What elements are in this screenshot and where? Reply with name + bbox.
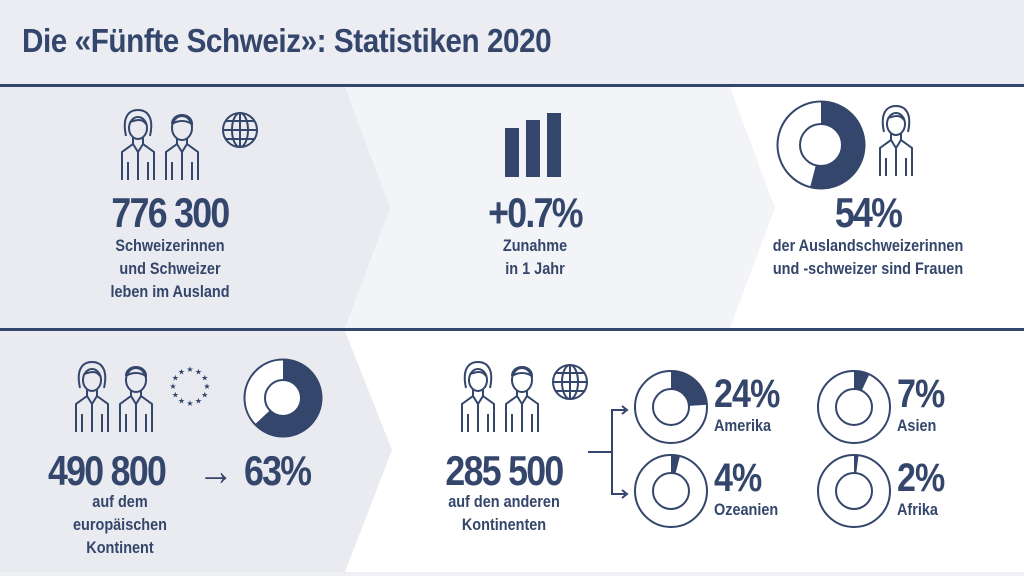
branch-connector [588,405,629,499]
continent-name: Afrika [897,500,938,519]
eu-star: ★ [186,399,193,408]
eu-star: ★ [195,397,202,406]
woman-icon [121,109,155,181]
europe-value: 490 800 [48,447,167,494]
man-icon [119,366,153,433]
continent-donut-afrika [817,454,891,528]
eu-star: ★ [195,367,202,376]
eu-star: ★ [203,382,210,391]
woman-icon [75,361,109,433]
people-globe-icon [461,361,588,433]
woman-icon [461,361,495,433]
donut-hole [799,123,843,167]
growth-value: +0.7% [488,189,583,236]
other-value: 285 500 [445,447,564,494]
europe-label: auf dem europäischen Kontinent [73,492,167,557]
donut-hole [835,388,873,426]
man-icon [165,114,199,181]
donut-segment [671,455,680,474]
women-value: 54% [834,189,903,236]
abroad-value: 776 300 [111,189,230,236]
eu-star: ★ [186,365,193,374]
women-label: der Auslandschweizerinnen und -schweizer … [772,236,964,278]
eu-star: ★ [169,382,176,391]
eu-star: ★ [178,367,185,376]
man-icon [505,366,539,433]
globe-icon [552,364,588,400]
continent-percent: 4% [714,456,762,500]
page-title: Die «Fünfte Schweiz»: Statistiken 2020 [22,22,552,59]
people-globe-icon [121,109,258,181]
donut-hole [652,388,690,426]
continent-donut-asien [817,370,891,444]
eu-star: ★ [201,391,208,400]
people-eu-icon: ★ ★★★★★★★★★★★ [75,361,211,433]
europe-percent: 63% [244,447,312,494]
continent-percent: 7% [897,372,945,416]
continent-name: Asien [897,416,937,435]
abroad-label: Schweizerinnen und Schweizer leben im Ausl… [110,236,230,301]
eu-star: ★ [172,374,179,383]
continent-donut-amerika [634,370,708,444]
women-share-donut [776,100,866,190]
bar-chart-icon [505,113,561,177]
eu-star: ★ [172,391,179,400]
donut-segment [854,455,859,474]
continent-name: Ozeanien [714,500,779,519]
donut-segment [671,371,707,406]
donut-segment [254,359,322,437]
eu-star: ★ [201,374,208,383]
continent-percent: 24% [714,372,780,416]
eu-star: ★ [178,397,185,406]
growth-label: Zunahme in 1 Jahr [502,236,568,278]
continent-name: Amerika [714,416,772,435]
woman-icon [879,105,913,177]
donut-hole [264,379,302,417]
other-label: auf den anderen Kontinenten [448,492,560,534]
continent-percent: 2% [897,456,945,500]
globe-icon [222,112,258,148]
eu-stars-icon: ★ ★★★★★★★★★★★ [169,365,210,408]
donut-segment [854,371,870,391]
donut-hole [652,472,690,510]
continent-donut-ozeanien [634,454,708,528]
arrow-right-icon: → [198,447,234,494]
europe-share-donut [243,358,323,438]
donut-hole [835,472,873,510]
